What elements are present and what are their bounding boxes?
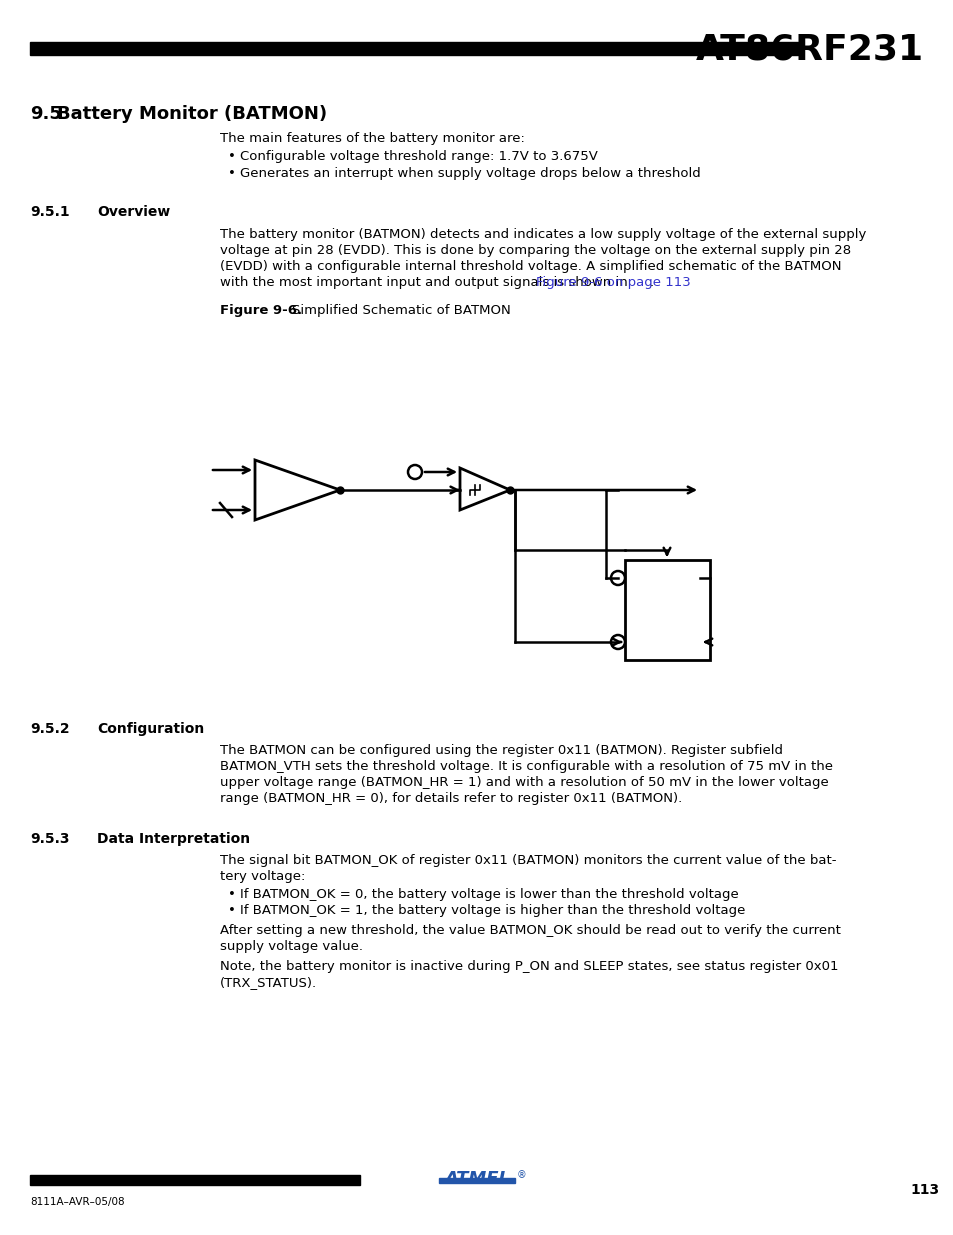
Text: Simplified Schematic of BATMON: Simplified Schematic of BATMON <box>292 304 510 317</box>
Text: Data Interpretation: Data Interpretation <box>97 832 250 846</box>
Text: AT86RF231: AT86RF231 <box>695 32 923 65</box>
Text: ®: ® <box>517 1170 526 1179</box>
Text: 8111A–AVR–05/08: 8111A–AVR–05/08 <box>30 1197 125 1207</box>
Text: supply voltage value.: supply voltage value. <box>220 940 363 953</box>
Text: tery voltage:: tery voltage: <box>220 869 305 883</box>
Text: upper voltage range (BATMON_HR = 1) and with a resolution of 50 mV in the lower : upper voltage range (BATMON_HR = 1) and … <box>220 776 828 789</box>
Bar <box>438 1178 515 1183</box>
Text: After setting a new threshold, the value BATMON_OK should be read out to verify : After setting a new threshold, the value… <box>220 924 840 937</box>
Text: Figure 9-6 on page 113: Figure 9-6 on page 113 <box>536 275 690 289</box>
Text: (TRX_STATUS).: (TRX_STATUS). <box>220 976 316 989</box>
Text: •: • <box>228 888 235 902</box>
Text: If BATMON_OK = 0, the battery voltage is lower than the threshold voltage: If BATMON_OK = 0, the battery voltage is… <box>240 888 738 902</box>
Text: voltage at pin 28 (EVDD). This is done by comparing the voltage on the external : voltage at pin 28 (EVDD). This is done b… <box>220 245 850 257</box>
Text: 9.5.3: 9.5.3 <box>30 832 70 846</box>
Text: •: • <box>228 167 235 180</box>
Text: BATMON_VTH sets the threshold voltage. It is configurable with a resolution of 7: BATMON_VTH sets the threshold voltage. I… <box>220 760 832 773</box>
Text: The BATMON can be configured using the register 0x11 (BATMON). Register subfield: The BATMON can be configured using the r… <box>220 743 782 757</box>
Text: Configurable voltage threshold range: 1.7V to 3.675V: Configurable voltage threshold range: 1.… <box>240 149 598 163</box>
Text: Figure 9-6.: Figure 9-6. <box>220 304 302 317</box>
Text: .: . <box>649 275 654 289</box>
Text: Note, the battery monitor is inactive during P_ON and SLEEP states, see status r: Note, the battery monitor is inactive du… <box>220 960 838 973</box>
Text: 113: 113 <box>909 1183 938 1197</box>
Text: The battery monitor (BATMON) detects and indicates a low supply voltage of the e: The battery monitor (BATMON) detects and… <box>220 228 865 241</box>
Bar <box>30 42 800 56</box>
Text: (EVDD) with a configurable internal threshold voltage. A simplified schematic of: (EVDD) with a configurable internal thre… <box>220 261 841 273</box>
Text: The main features of the battery monitor are:: The main features of the battery monitor… <box>220 132 524 144</box>
Text: Configuration: Configuration <box>97 722 204 736</box>
Bar <box>30 1174 359 1186</box>
Text: Battery Monitor (BATMON): Battery Monitor (BATMON) <box>57 105 327 124</box>
Text: Generates an interrupt when supply voltage drops below a threshold: Generates an interrupt when supply volta… <box>240 167 700 180</box>
Text: •: • <box>228 904 235 918</box>
Text: 9.5.2: 9.5.2 <box>30 722 70 736</box>
Text: Overview: Overview <box>97 205 170 219</box>
Text: The signal bit BATMON_OK of register 0x11 (BATMON) monitors the current value of: The signal bit BATMON_OK of register 0x1… <box>220 853 836 867</box>
Text: 9.5.1: 9.5.1 <box>30 205 70 219</box>
Bar <box>624 559 709 659</box>
Text: 9.5: 9.5 <box>30 105 62 124</box>
Text: with the most important input and output signals is shown in: with the most important input and output… <box>220 275 631 289</box>
Text: If BATMON_OK = 1, the battery voltage is higher than the threshold voltage: If BATMON_OK = 1, the battery voltage is… <box>240 904 744 918</box>
Text: •: • <box>228 149 235 163</box>
Text: ATMEL: ATMEL <box>443 1170 510 1188</box>
Text: range (BATMON_HR = 0), for details refer to register 0x11 (BATMON).: range (BATMON_HR = 0), for details refer… <box>220 792 681 805</box>
